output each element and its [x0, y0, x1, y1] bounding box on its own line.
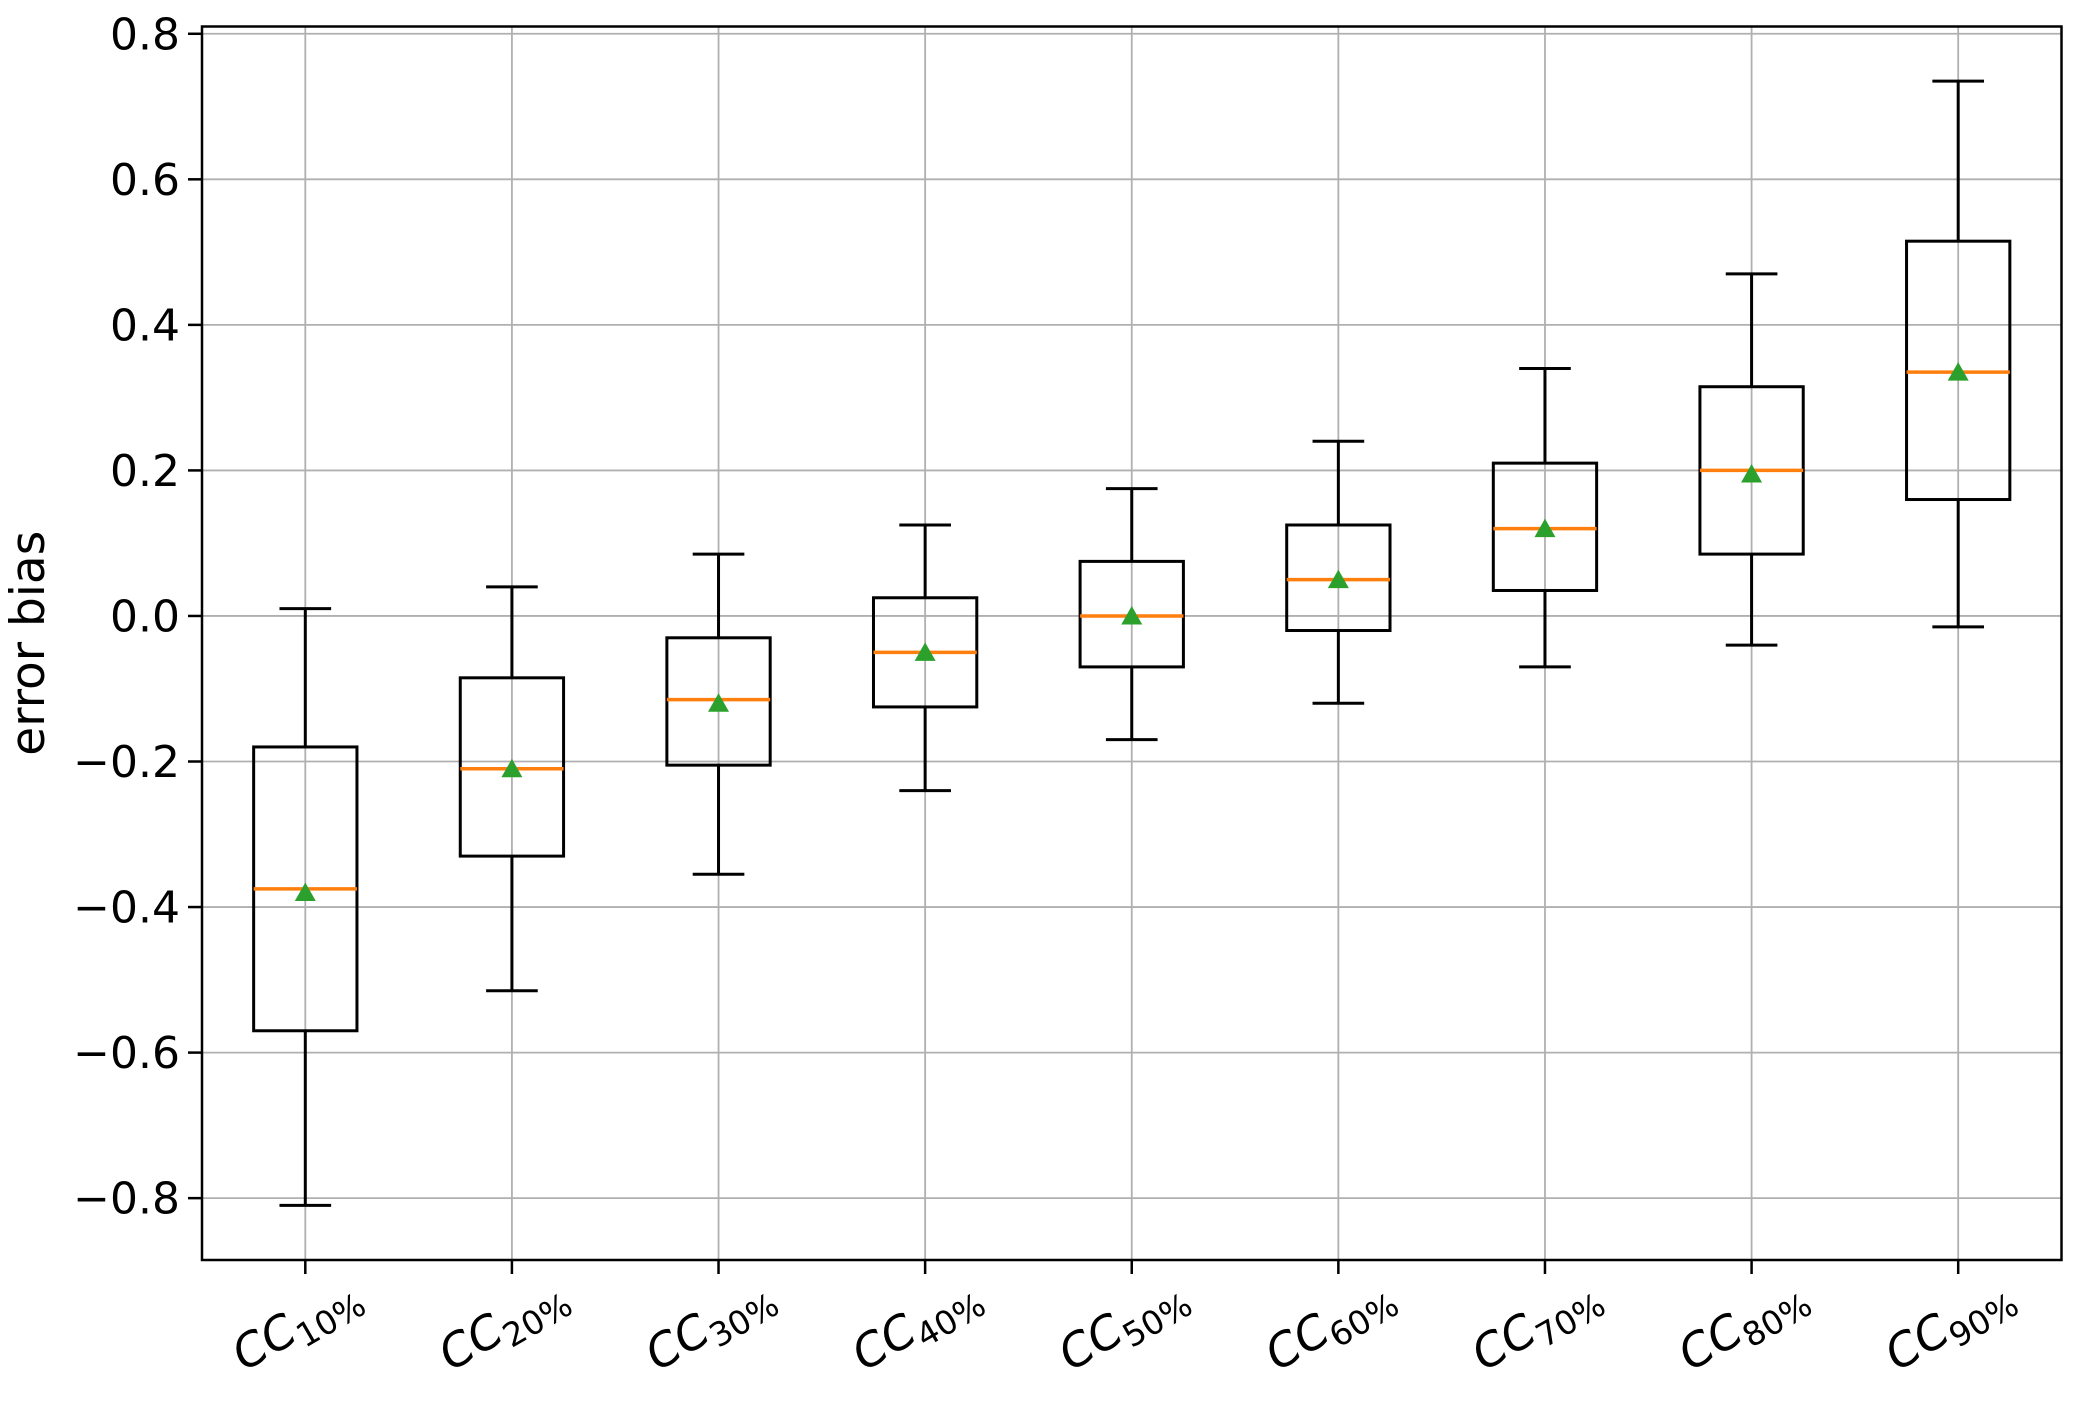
y-tick-label: 0.0 [110, 591, 180, 642]
mean-marker [1947, 362, 1969, 381]
box-cc90- [1905, 79, 2012, 629]
mean-marker [914, 642, 936, 661]
iqr-box [1905, 239, 2012, 502]
iqr-box [1078, 559, 1185, 669]
box-cc10- [252, 607, 359, 1207]
y-tick-label: 0.4 [110, 300, 180, 351]
y-axis: 0.8 0.6 0.4 0.2 0.0 −0.2 −0.4 −0.6 −0.8 [73, 9, 202, 1225]
mean-marker [1121, 605, 1143, 625]
y-tick-label: −0.6 [73, 1028, 180, 1079]
box-cc70- [1491, 367, 1599, 669]
y-tick-label: 0.2 [110, 446, 180, 497]
mean-marker [1534, 518, 1556, 538]
y-tick-label: −0.8 [73, 1174, 180, 1225]
iqr-box [1285, 523, 1392, 633]
iqr-box [1491, 461, 1599, 592]
box-cc80- [1698, 272, 1805, 647]
y-tick-label: 0.8 [110, 9, 180, 60]
mean-marker [501, 758, 523, 778]
iqr-box [458, 676, 566, 858]
box-cc50- [1078, 487, 1185, 742]
mean-marker [1741, 464, 1763, 483]
y-tick-label: 0.6 [110, 155, 180, 206]
iqr-box [665, 636, 772, 767]
box-cc30- [665, 552, 772, 876]
box-cc20- [458, 585, 566, 993]
y-axis-label: error bias [1, 531, 56, 756]
mean-marker [1327, 569, 1349, 589]
box-cc40- [871, 523, 979, 793]
mean-marker [708, 693, 730, 712]
box-cc60- [1285, 439, 1392, 705]
mean-marker [294, 882, 316, 901]
y-tick-label: −0.2 [73, 737, 180, 788]
y-tick-label: −0.4 [73, 883, 180, 934]
